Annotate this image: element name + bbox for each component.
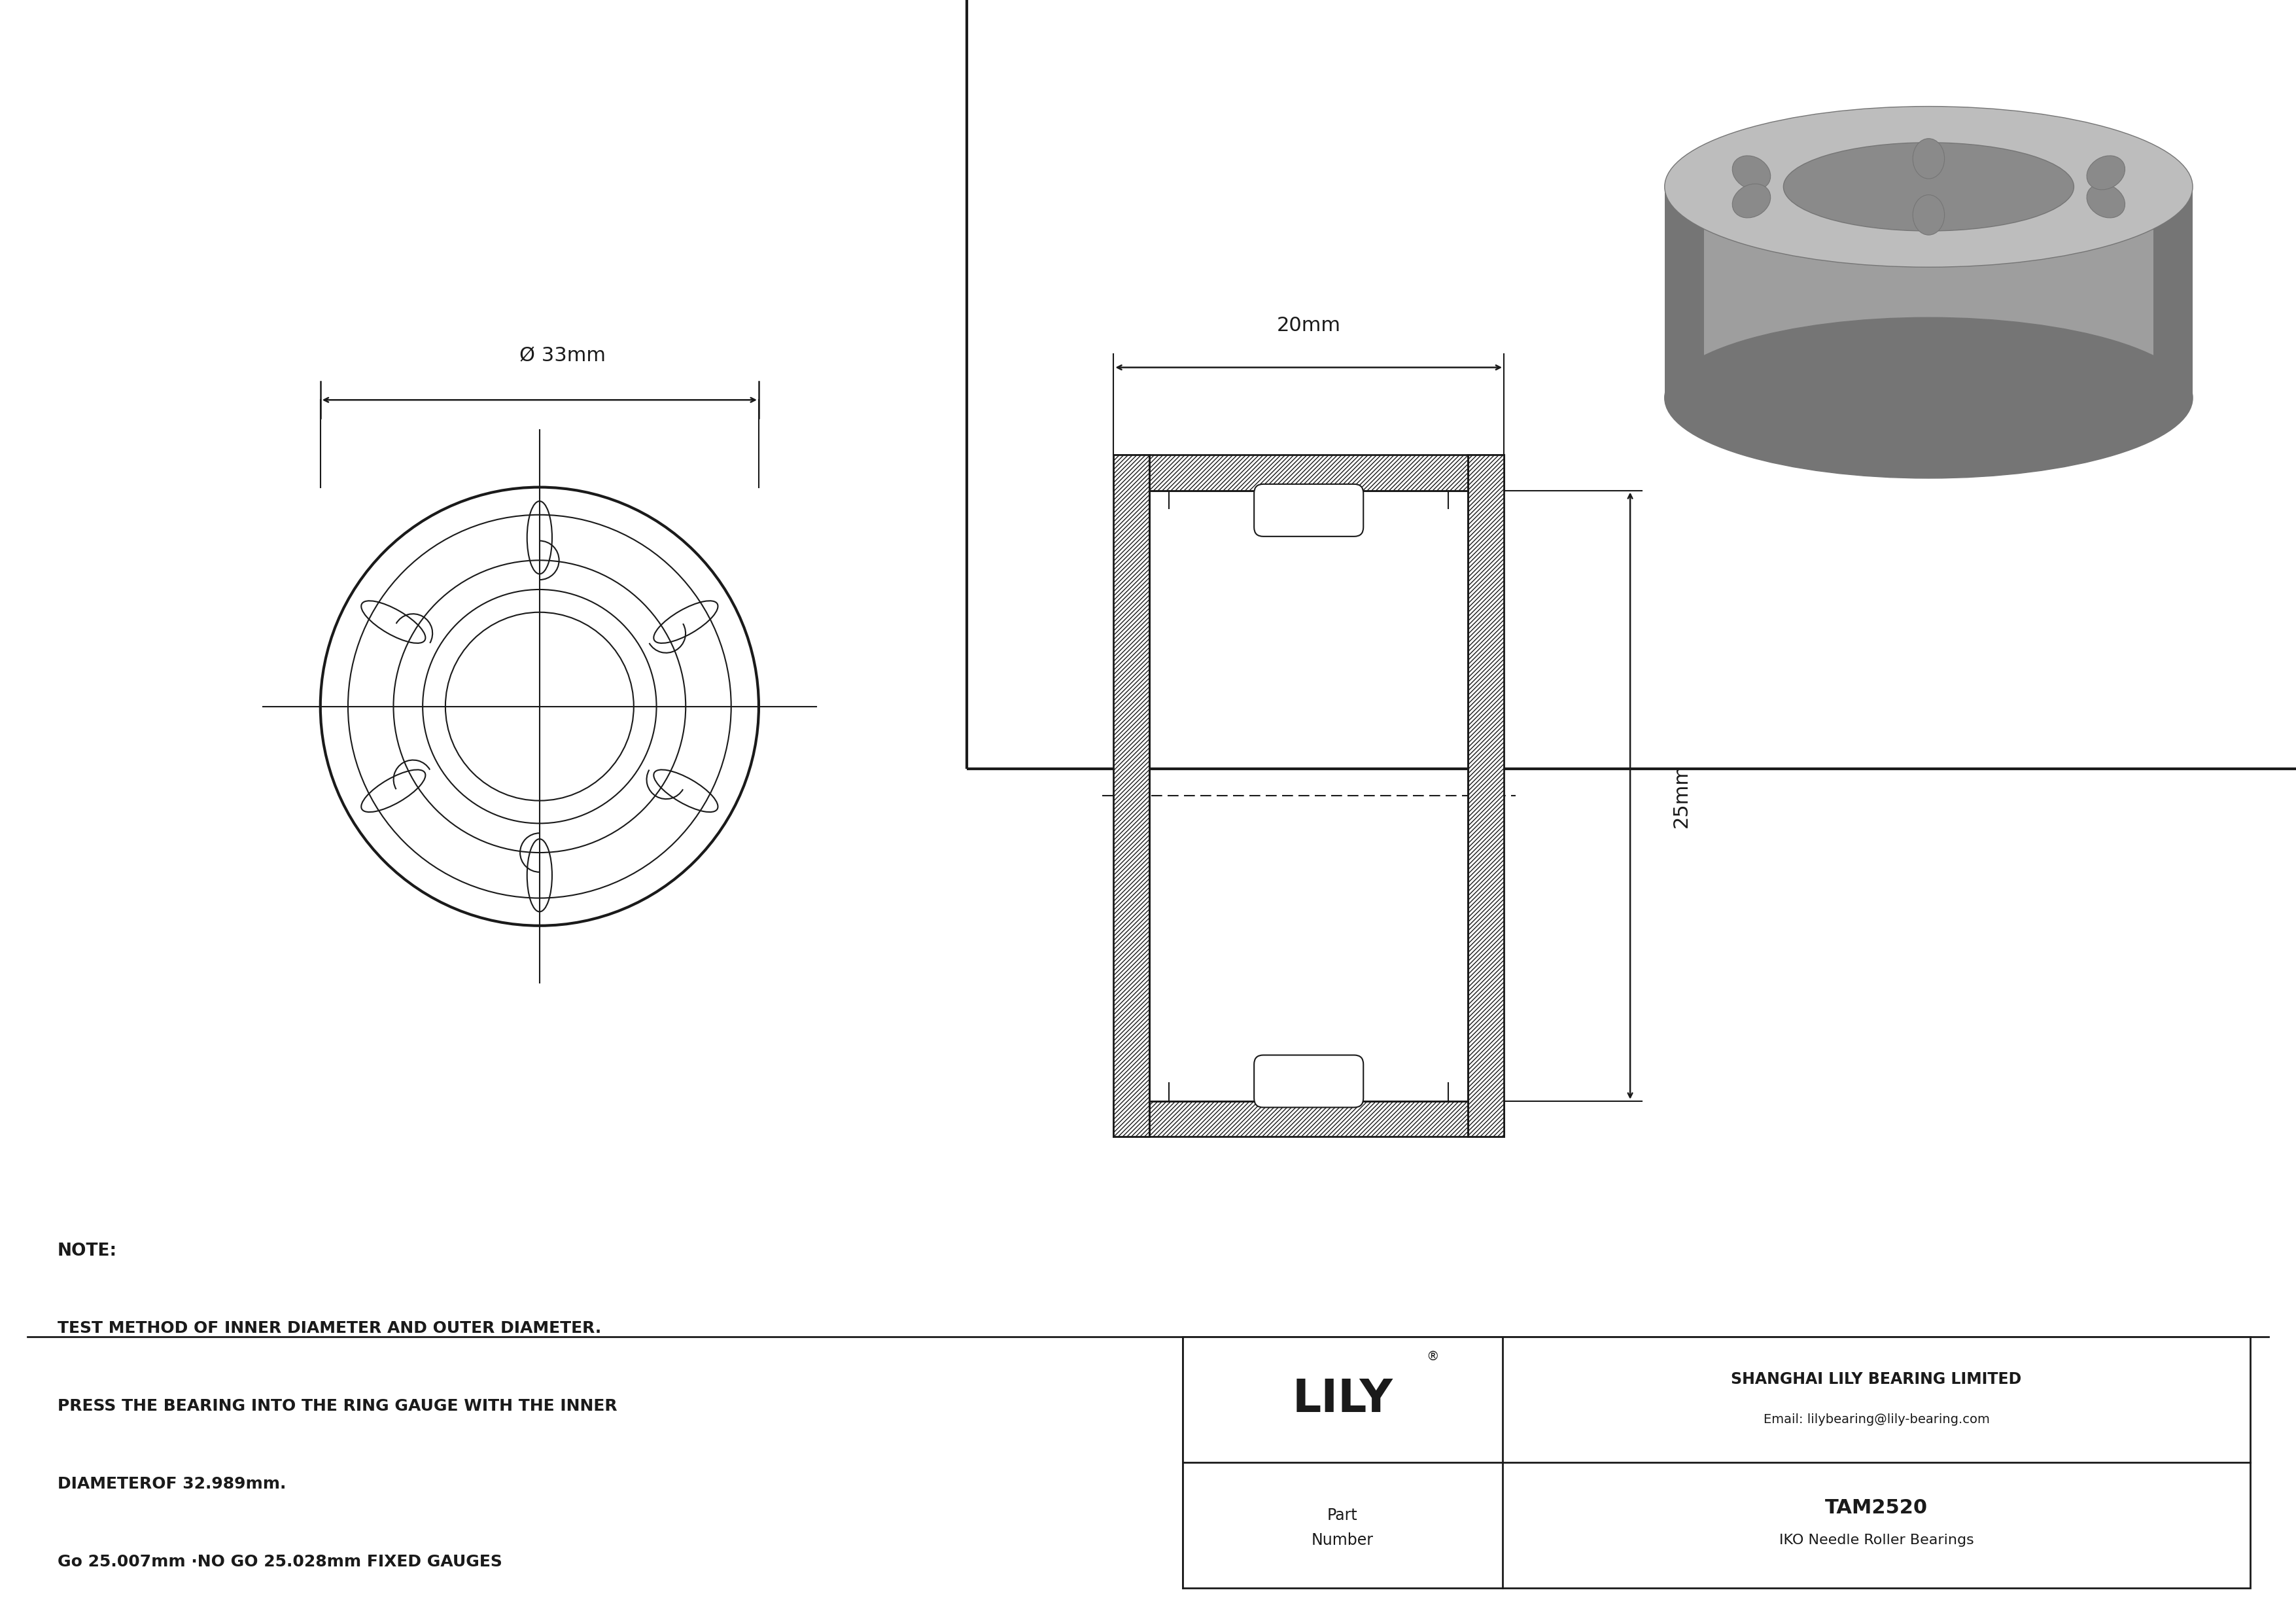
Text: PRESS THE BEARING INTO THE RING GAUGE WITH THE INNER: PRESS THE BEARING INTO THE RING GAUGE WI… [57,1398,618,1415]
Text: Email: lilybearing@lily-bearing.com: Email: lilybearing@lily-bearing.com [1763,1413,1991,1426]
Text: LILY: LILY [1293,1377,1394,1421]
Bar [1114,455,1150,1137]
Ellipse shape [2087,184,2126,218]
Text: 25mm: 25mm [1671,763,1690,828]
Bar [1114,1101,1504,1137]
Ellipse shape [1784,143,2073,231]
Text: 20mm: 20mm [1277,317,1341,335]
Text: Part: Part [1327,1507,1357,1523]
FancyBboxPatch shape [1254,1056,1364,1108]
Text: ®: ® [1426,1351,1440,1363]
Text: NOTE:: NOTE: [57,1242,117,1259]
Bar [1467,455,1504,1137]
Ellipse shape [1731,184,1770,218]
Text: SHANGHAI LILY BEARING LIMITED: SHANGHAI LILY BEARING LIMITED [1731,1372,2023,1387]
Text: Ø 33mm: Ø 33mm [519,346,606,365]
Ellipse shape [1665,318,2193,477]
Text: Number: Number [1311,1533,1373,1548]
Ellipse shape [1913,195,1945,235]
Bar [1665,187,2193,398]
Ellipse shape [1731,156,1770,190]
Bar [1182,1337,2250,1588]
Text: TEST METHOD OF INNER DIAMETER AND OUTER DIAMETER.: TEST METHOD OF INNER DIAMETER AND OUTER … [57,1320,602,1337]
Text: TAM2520: TAM2520 [1825,1499,1929,1517]
Text: DIAMETEROF 32.989mm.: DIAMETEROF 32.989mm. [57,1476,287,1492]
Text: Go 25.007mm ·NO GO 25.028mm FIXED GAUGES: Go 25.007mm ·NO GO 25.028mm FIXED GAUGES [57,1554,503,1570]
Bar [1114,455,1504,490]
Text: IKO Needle Roller Bearings: IKO Needle Roller Bearings [1779,1535,1975,1548]
Ellipse shape [1665,107,2193,266]
Ellipse shape [1913,138,1945,179]
Ellipse shape [2087,156,2126,190]
FancyBboxPatch shape [1254,484,1364,536]
